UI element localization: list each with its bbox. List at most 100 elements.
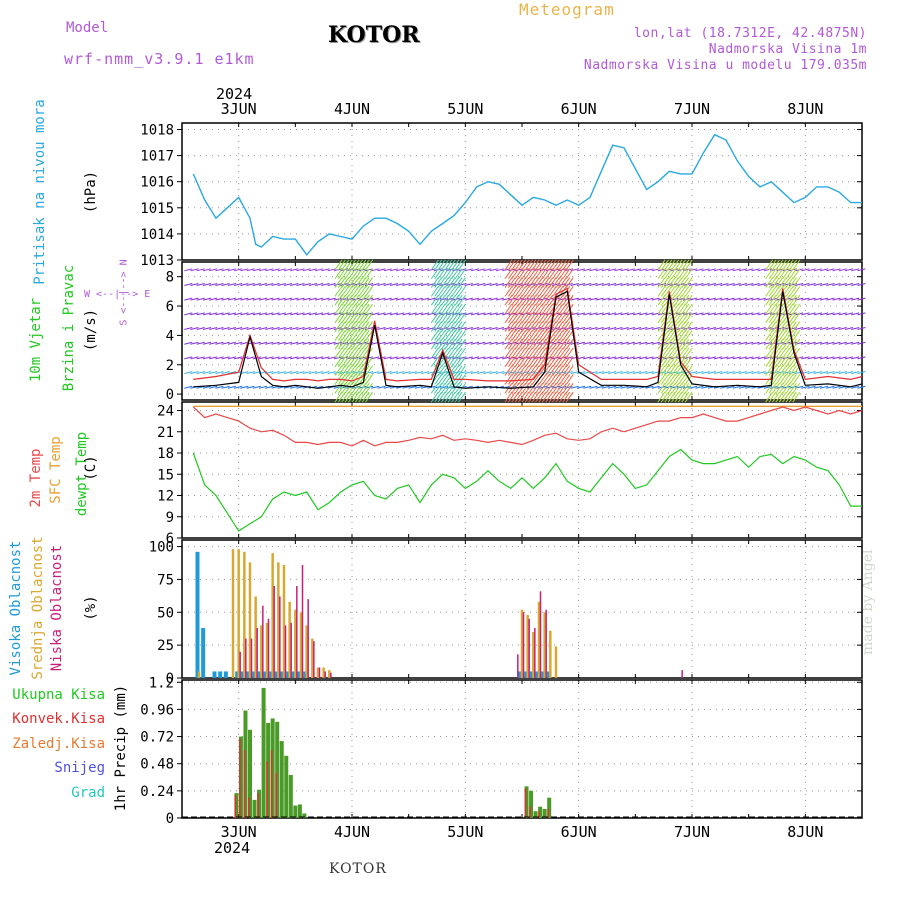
wind-barb [240, 341, 249, 345]
wind-barb [620, 327, 629, 331]
wind-barb [283, 356, 293, 360]
y-tick-label: 75 [157, 572, 174, 588]
wind-barb-strong [528, 286, 537, 297]
wind-barb-strong [524, 321, 533, 332]
wind-barb [470, 371, 480, 375]
wind-barb-strong [444, 382, 453, 394]
wind-barb-strong [511, 303, 520, 315]
cloud-bar [235, 671, 240, 678]
wind-barb [184, 283, 193, 286]
wind-barb-strong [555, 303, 564, 315]
wind-barb [732, 297, 741, 301]
wind-barb-strong [444, 277, 453, 288]
wind-barb-strong [681, 268, 690, 280]
wind-barb [826, 356, 835, 360]
wind-barb [389, 356, 399, 360]
wind-barb [601, 312, 611, 316]
wind-barb-strong [531, 294, 540, 306]
precip-bar [542, 808, 547, 818]
y-tick-label: 0 [166, 811, 174, 827]
legend-freezing-precip: Zaledj.Kisa [12, 736, 105, 752]
cloud-bar [297, 671, 302, 678]
wind-barb [209, 327, 218, 331]
wind-barb-strong [545, 259, 554, 271]
wind-barb-strong [518, 374, 527, 385]
wind-barb [383, 312, 392, 316]
wind-barb [321, 268, 330, 272]
wind-barb [726, 268, 735, 272]
wind-barb [639, 297, 648, 301]
wind-barb [277, 312, 286, 316]
wind-barb [813, 297, 822, 301]
legend-conv-precip: Konvek.Kisa [12, 711, 105, 727]
wind-barb-strong [365, 391, 374, 403]
wind-barb [190, 297, 199, 301]
cloud-bar [330, 672, 332, 678]
wind-barb-strong [541, 330, 550, 341]
wind-barb [751, 341, 760, 345]
wind-barb-strong [504, 286, 513, 297]
cloud-bar [324, 671, 326, 678]
wind-barb [707, 283, 716, 286]
wind-barb [851, 283, 860, 286]
wind-barb-strong [437, 365, 446, 376]
wind-barb-strong [354, 365, 363, 376]
wind-barb-strong [361, 391, 370, 403]
wind-barb [321, 297, 330, 301]
wind-barb [265, 385, 274, 389]
wind-barb [489, 371, 498, 375]
wind-barb [595, 371, 604, 375]
wind-barb-strong [451, 294, 460, 306]
wind-barb [408, 371, 417, 375]
wind-barb-strong [535, 268, 544, 280]
wind-barb-strong [348, 391, 357, 403]
wind-barb-strong [528, 391, 537, 403]
wind-barb-strong [657, 259, 666, 271]
wind-barb [701, 327, 710, 331]
wind-barb [502, 341, 511, 345]
wind-barb [844, 371, 854, 375]
wind-barb [277, 297, 286, 301]
wind-barb [184, 268, 193, 272]
wind-barb-strong [504, 277, 513, 288]
cloud-bar [237, 549, 240, 678]
wind-barb-strong [677, 303, 686, 315]
wind-barb-strong [785, 294, 794, 306]
wind-barb [396, 341, 405, 345]
wind-barb-strong [458, 365, 466, 376]
precip-bar [284, 755, 289, 818]
wind-barb [202, 297, 212, 301]
wind-barb-strong [434, 321, 443, 332]
wind-barb-strong [765, 286, 774, 297]
wind-barb-strong [441, 338, 449, 350]
wind-barb-strong [789, 330, 797, 341]
day-label-bottom: 6JUN [561, 823, 597, 841]
cloud-bar [260, 625, 263, 678]
wind-barb-strong [538, 330, 547, 341]
wind-barb [826, 371, 835, 375]
cloud-bar [301, 564, 304, 678]
y-tick-label: 1017 [140, 149, 174, 165]
wind-barb-strong [674, 259, 683, 271]
wind-barb-strong [341, 268, 350, 280]
wind-barb-strong [434, 330, 443, 341]
wind-barb-strong [772, 312, 780, 324]
wind-barb [202, 371, 212, 375]
y-tick-label: 1014 [140, 227, 174, 243]
wind-barb [414, 371, 424, 375]
wind-barb-strong [451, 268, 460, 280]
wind-barb-strong [348, 303, 357, 315]
wind-barb [726, 356, 735, 360]
wind-barb-strong [528, 347, 537, 359]
wind-barb [695, 312, 704, 316]
wind-barb-strong [671, 330, 680, 341]
wind-barb-strong [667, 365, 676, 376]
wind-barb-strong [552, 286, 561, 297]
wind-barb [196, 371, 205, 375]
wind-barb-strong [348, 356, 357, 368]
wind-barb [308, 283, 318, 286]
wind-barb-strong [514, 277, 523, 288]
wind-barb-strong [447, 294, 456, 306]
panel-frame [181, 679, 863, 819]
wind-barb-strong [528, 312, 537, 324]
